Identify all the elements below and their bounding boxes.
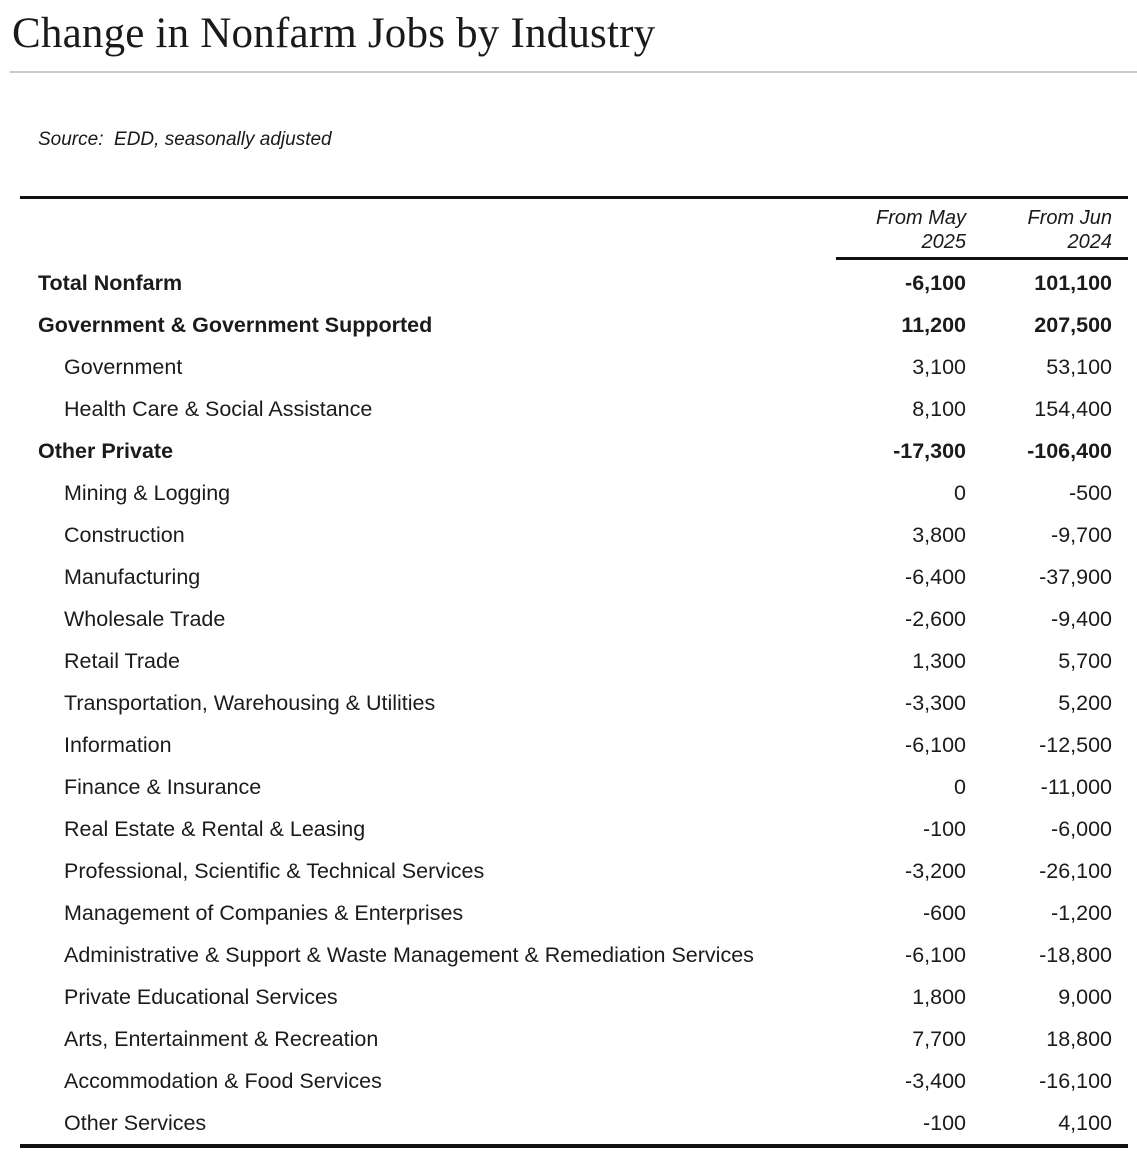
row-value-from-jun-2024: -18,800	[1039, 942, 1112, 967]
table-row: Arts, Entertainment & Recreation 7,700 1…	[20, 1018, 1128, 1060]
table-row: Wholesale Trade -2,600 -9,400	[20, 598, 1128, 640]
row-value-from-may-2025: 0	[954, 774, 966, 799]
row-value-from-may-2025: -2,600	[905, 606, 966, 631]
row-value-from-jun-2024: -9,400	[1051, 606, 1112, 631]
header-label-spacer	[20, 206, 836, 254]
row-value-from-jun-2024: 207,500	[1034, 312, 1112, 337]
row-value-from-may-2025: 3,100	[912, 354, 966, 379]
row-value-from-jun-2024: 5,700	[1058, 648, 1112, 673]
row-value-from-jun-2024: -37,900	[1039, 564, 1112, 589]
row-value-from-may-2025: -17,300	[893, 438, 966, 463]
row-value-from-jun-2024: 4,100	[1058, 1110, 1112, 1135]
row-value-from-may-2025: -100	[922, 816, 966, 841]
row-label: Private Educational Services	[64, 984, 338, 1009]
row-value-from-jun-2024: 53,100	[1046, 354, 1112, 379]
row-value-from-may-2025: -3,200	[905, 858, 966, 883]
table-row: Private Educational Services 1,800 9,000	[20, 976, 1128, 1018]
row-value-from-jun-2024: 101,100	[1034, 270, 1112, 295]
row-value-from-jun-2024: -11,000	[1040, 774, 1112, 799]
row-value-from-jun-2024: 154,400	[1034, 396, 1112, 421]
table-body: Total Nonfarm -6,100 101,100 Government …	[20, 260, 1128, 1144]
row-value-from-jun-2024: -1,200	[1051, 900, 1112, 925]
table-row: Manufacturing -6,400 -37,900	[20, 556, 1128, 598]
row-label: Government & Government Supported	[38, 312, 433, 337]
row-value-from-may-2025: 1,800	[912, 984, 966, 1009]
table-row: Construction 3,800 -9,700	[20, 514, 1128, 556]
row-value-from-jun-2024: -6,000	[1051, 816, 1112, 841]
row-value-from-may-2025: -100	[922, 1110, 966, 1135]
table-row: Government & Government Supported 11,200…	[20, 304, 1128, 346]
table-row: Government 3,100 53,100	[20, 346, 1128, 388]
row-label: Accommodation & Food Services	[64, 1068, 382, 1093]
table-row: Administrative & Support & Waste Managem…	[20, 934, 1128, 976]
row-label: Information	[64, 732, 172, 757]
row-value-from-may-2025: 11,200	[901, 312, 966, 337]
row-value-from-jun-2024: -16,100	[1039, 1068, 1112, 1093]
row-label: Management of Companies & Enterprises	[64, 900, 464, 925]
row-value-from-jun-2024: -12,500	[1039, 732, 1112, 757]
table-row: Mining & Logging 0 -500	[20, 472, 1128, 514]
row-value-from-may-2025: -6,100	[905, 942, 966, 967]
table-row: Total Nonfarm -6,100 101,100	[20, 262, 1128, 304]
jobs-change-table: From May 2025 From Jun 2024 Total Nonfar…	[20, 196, 1128, 1149]
row-label: Administrative & Support & Waste Managem…	[64, 942, 754, 967]
table-header: From May 2025 From Jun 2024	[20, 199, 1128, 261]
row-value-from-jun-2024: 18,800	[1046, 1026, 1112, 1051]
row-label: Arts, Entertainment & Recreation	[64, 1026, 379, 1051]
row-label: Other Services	[64, 1110, 207, 1135]
table-row: Health Care & Social Assistance 8,100 15…	[20, 388, 1128, 430]
row-value-from-may-2025: 8,100	[912, 396, 966, 421]
table-row: Finance & Insurance 0 -11,000	[20, 766, 1128, 808]
column-header-from-jun-2024: From Jun 2024	[1027, 207, 1112, 254]
row-value-from-may-2025: 7,700	[912, 1026, 966, 1051]
row-label: Government	[64, 354, 183, 379]
row-label: Retail Trade	[64, 648, 180, 673]
row-label: Real Estate & Rental & Leasing	[64, 816, 366, 841]
row-label: Mining & Logging	[64, 480, 231, 505]
row-value-from-jun-2024: 5,200	[1058, 690, 1112, 715]
row-label: Total Nonfarm	[38, 270, 183, 295]
row-value-from-may-2025: 0	[954, 480, 966, 505]
table-row: Management of Companies & Enterprises -6…	[20, 892, 1128, 934]
row-value-from-may-2025: 3,800	[912, 522, 966, 547]
row-value-from-jun-2024: -9,700	[1051, 522, 1112, 547]
page-title: Change in Nonfarm Jobs by Industry	[10, 0, 1137, 74]
row-value-from-may-2025: -600	[922, 900, 966, 925]
table-row: Real Estate & Rental & Leasing -100 -6,0…	[20, 808, 1128, 850]
row-value-from-jun-2024: -500	[1068, 480, 1112, 505]
row-label: Finance & Insurance	[64, 774, 262, 799]
header-underline-rule	[836, 257, 1128, 261]
table-row: Other Private -17,300 -106,400	[20, 430, 1128, 472]
row-value-from-may-2025: 1,300	[912, 648, 966, 673]
row-label: Manufacturing	[64, 564, 201, 589]
row-label: Wholesale Trade	[64, 606, 226, 631]
table-row: Professional, Scientific & Technical Ser…	[20, 850, 1128, 892]
row-value-from-may-2025: -6,400	[905, 564, 966, 589]
row-label: Transportation, Warehousing & Utilities	[64, 690, 436, 715]
table-row: Accommodation & Food Services -3,400 -16…	[20, 1060, 1128, 1102]
row-value-from-jun-2024: -26,100	[1039, 858, 1112, 883]
source-note: Source: EDD, seasonally adjusted	[38, 129, 332, 151]
row-label: Other Private	[38, 438, 174, 463]
row-value-from-may-2025: -3,400	[905, 1068, 966, 1093]
row-label: Professional, Scientific & Technical Ser…	[64, 858, 485, 883]
row-value-from-may-2025: -3,300	[905, 690, 966, 715]
row-label: Construction	[64, 522, 185, 547]
row-value-from-may-2025: -6,100	[905, 732, 966, 757]
table-row: Retail Trade 1,300 5,700	[20, 640, 1128, 682]
row-value-from-jun-2024: -106,400	[1027, 438, 1112, 463]
column-header-from-may-2025: From May 2025	[876, 207, 966, 254]
table-row: Transportation, Warehousing & Utilities …	[20, 682, 1128, 724]
table-row: Information -6,100 -12,500	[20, 724, 1128, 766]
table-row: Other Services -100 4,100	[20, 1102, 1128, 1144]
row-value-from-may-2025: -6,100	[905, 270, 966, 295]
row-label: Health Care & Social Assistance	[64, 396, 373, 421]
row-value-from-jun-2024: 9,000	[1058, 984, 1112, 1009]
